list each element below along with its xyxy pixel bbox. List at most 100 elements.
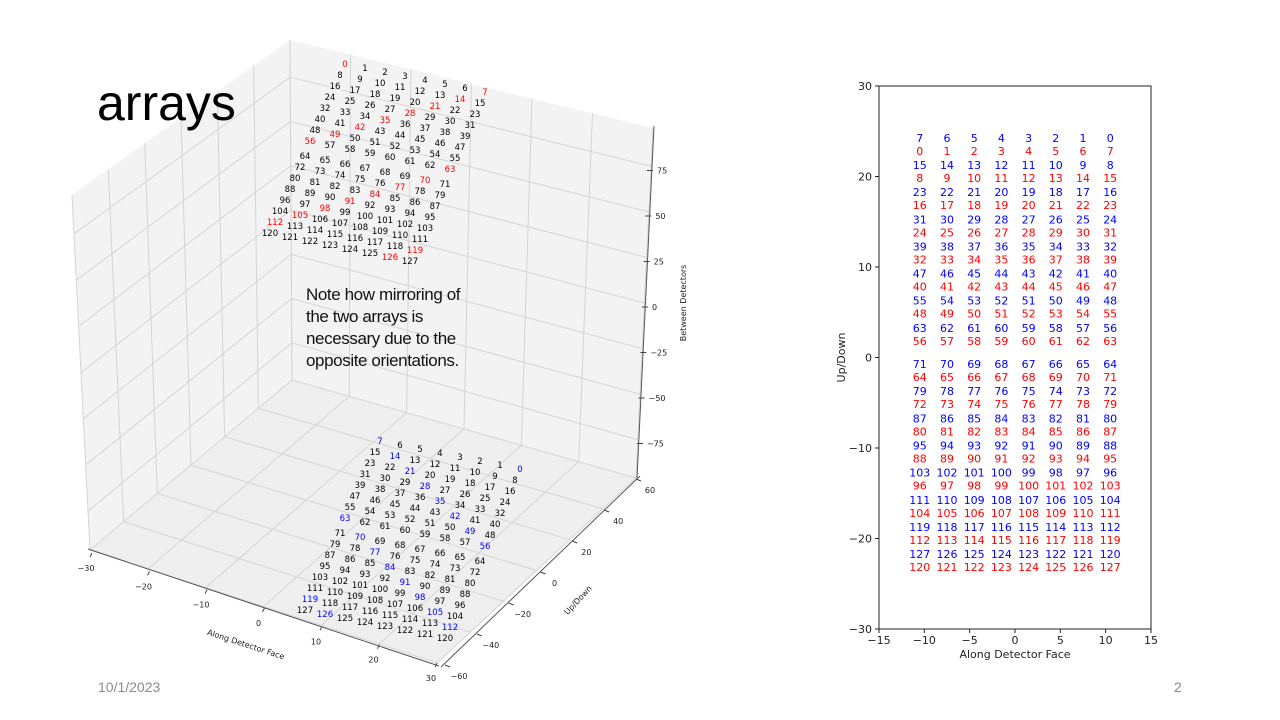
array-label-3d: 107 (332, 219, 348, 229)
point-label-blue: 64 (1103, 358, 1117, 371)
x-tick-label: 0 (256, 619, 261, 628)
gridline (87, 342, 293, 512)
array-label-3d: 111 (412, 235, 428, 245)
point-label-blue: 11 (1022, 159, 1036, 172)
point-label-red: 98 (967, 480, 981, 493)
gridline (290, 76, 652, 167)
y-axis-label: Up/Down (835, 333, 848, 383)
point-label-red: 77 (1049, 398, 1063, 411)
point-label-blue: 30 (940, 213, 954, 226)
z-tick-label: 75 (657, 167, 667, 176)
x-tick-label: −15 (867, 634, 890, 647)
point-label-blue: 119 (909, 521, 930, 534)
array-label-3d: 25 (480, 494, 491, 504)
array-label-3d: 31 (465, 121, 476, 131)
x-tick-label: −30 (78, 564, 95, 573)
point-label-blue: 40 (1103, 268, 1117, 281)
x-tick (204, 589, 208, 594)
array-label-3d: 122 (302, 237, 318, 247)
point-label-red: 97 (940, 480, 954, 493)
x-tick (377, 644, 380, 649)
array-label-3d: 61 (380, 522, 391, 532)
point-label-blue: 100 (991, 467, 1012, 480)
array-label-3d: 29 (425, 113, 436, 123)
point-label-blue: 92 (994, 440, 1008, 453)
point-label-red: 75 (994, 398, 1008, 411)
point-label-blue: 76 (994, 385, 1008, 398)
array-label-3d: 40 (315, 115, 326, 125)
point-label-blue: 121 (1073, 548, 1094, 561)
array-label-3d: 49 (465, 527, 476, 537)
array-label-3d: 30 (380, 474, 391, 484)
point-label-red: 65 (940, 371, 954, 384)
array-label-3d: 120 (437, 634, 453, 644)
array-label-3d: 100 (357, 212, 373, 222)
point-label-blue: 62 (940, 322, 954, 335)
point-label-blue: 3 (1025, 132, 1032, 145)
array-label-3d: 82 (330, 182, 341, 192)
array-label-3d: 108 (367, 596, 383, 606)
point-label-red: 73 (940, 398, 954, 411)
array-label-3d: 36 (400, 120, 411, 130)
x-tick-label: −20 (135, 582, 152, 591)
array-label-3d: 48 (310, 126, 321, 136)
y-tick (476, 633, 483, 637)
array-label-3d: 48 (485, 531, 496, 541)
point-label-blue: 125 (964, 548, 985, 561)
array-label-3d: 62 (425, 161, 436, 171)
point-label-blue: 82 (1049, 412, 1063, 425)
array-label-3d: 17 (485, 483, 496, 493)
array-label-3d: 90 (325, 193, 336, 203)
point-label-blue: 13 (967, 159, 981, 172)
array-label-3d: 63 (340, 514, 351, 524)
point-label-red: 54 (1076, 308, 1090, 321)
point-label-red: 4 (1025, 145, 1032, 158)
point-label-blue: 126 (937, 548, 958, 561)
gridline (123, 521, 471, 633)
point-label-blue: 108 (991, 494, 1012, 507)
note-line: necessary due to the (306, 329, 456, 348)
z-tick-label: 25 (654, 258, 664, 267)
array-label-3d: 103 (312, 573, 328, 583)
point-label-blue: 67 (1022, 358, 1036, 371)
x-tick (89, 552, 93, 558)
pane-left (72, 40, 292, 550)
array-label-3d: 58 (345, 145, 356, 155)
array-label-3d: 80 (290, 174, 301, 184)
array-label-3d: 17 (350, 86, 361, 96)
array-label-3d: 15 (475, 99, 486, 109)
array-label-3d: 43 (430, 508, 441, 518)
array-label-3d: 65 (455, 553, 466, 563)
array-label-3d: 39 (460, 132, 471, 142)
gridline (291, 253, 643, 350)
array-label-3d: 55 (345, 503, 356, 513)
point-label-red: 58 (967, 335, 981, 348)
point-label-blue: 120 (1100, 548, 1121, 561)
y-tick-label: −20 (514, 610, 531, 619)
array-label-3d: 35 (380, 116, 391, 126)
array-label-3d: 108 (352, 223, 368, 233)
gridline (157, 492, 504, 602)
point-label-red: 90 (967, 453, 981, 466)
array-label-3d: 54 (365, 507, 376, 517)
point-label-red: 96 (913, 480, 927, 493)
point-label-blue: 73 (1076, 385, 1090, 398)
array-label-3d: 57 (460, 538, 471, 548)
array-label-3d: 28 (420, 482, 431, 492)
footer-date: 10/1/2023 (98, 679, 161, 695)
point-label-red: 1 (944, 145, 951, 158)
array-label-3d: 70 (420, 176, 431, 186)
point-label-blue: 48 (1103, 295, 1117, 308)
point-label-red: 101 (1045, 480, 1066, 493)
point-label-blue: 33 (1076, 240, 1090, 253)
point-label-red: 78 (1076, 398, 1090, 411)
array-label-3d: 99 (395, 589, 406, 599)
gridline (291, 342, 638, 441)
point-label-red: 49 (940, 308, 954, 321)
array-label-3d: 38 (440, 128, 451, 138)
array-label-3d: 102 (332, 577, 348, 587)
point-label-blue: 43 (1022, 268, 1036, 281)
point-label-red: 29 (1049, 226, 1063, 239)
point-label-red: 31 (1103, 226, 1117, 239)
